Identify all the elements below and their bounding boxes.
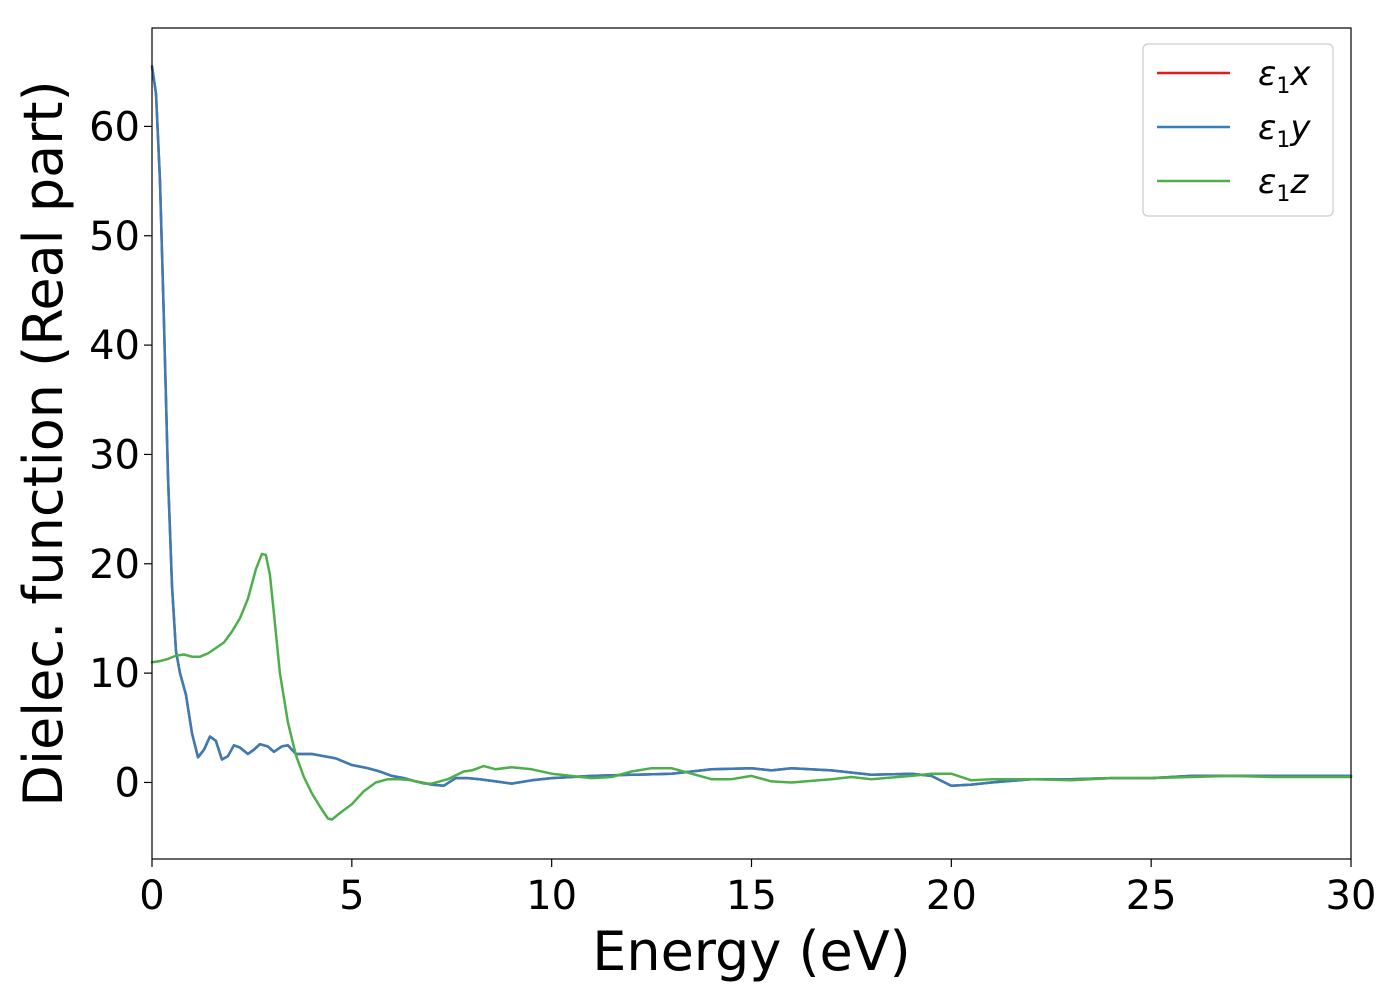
x-tick-label: 10 bbox=[526, 873, 577, 919]
y-tick-label: 50 bbox=[89, 214, 140, 260]
x-tick-label: 20 bbox=[926, 873, 977, 919]
x-tick-label: 0 bbox=[139, 873, 164, 919]
y-tick-label: 0 bbox=[115, 760, 140, 806]
x-axis-title: Energy (eV) bbox=[592, 920, 911, 983]
x-tick-label: 5 bbox=[339, 873, 364, 919]
y-tick-label: 40 bbox=[89, 323, 140, 369]
x-tick-label: 15 bbox=[726, 873, 777, 919]
x-tick-label: 25 bbox=[1126, 873, 1177, 919]
series-line-z bbox=[150, 552, 1353, 821]
series-line-y bbox=[150, 65, 1353, 787]
y-tick-label: 60 bbox=[89, 104, 140, 150]
legend-box bbox=[1142, 43, 1334, 217]
series-layer bbox=[150, 65, 1353, 821]
legend-label-y: ε1y bbox=[1258, 108, 1311, 153]
y-axis-title: Dielec. function (Real part) bbox=[12, 80, 75, 806]
legend-label-x: ε1x bbox=[1258, 54, 1311, 99]
x-tick-label: 30 bbox=[1326, 873, 1377, 919]
y-axis-ticks: 0 10 20 30 40 50 60 bbox=[89, 104, 152, 806]
y-tick-label: 30 bbox=[89, 432, 140, 478]
y-tick-label: 20 bbox=[89, 542, 140, 588]
x-axis-ticks: 0 5 10 15 20 25 30 bbox=[139, 859, 1376, 919]
y-tick-label: 10 bbox=[89, 651, 140, 697]
legend: ε1x ε1y ε1z bbox=[1142, 43, 1334, 217]
legend-label-z: ε1z bbox=[1258, 162, 1309, 207]
